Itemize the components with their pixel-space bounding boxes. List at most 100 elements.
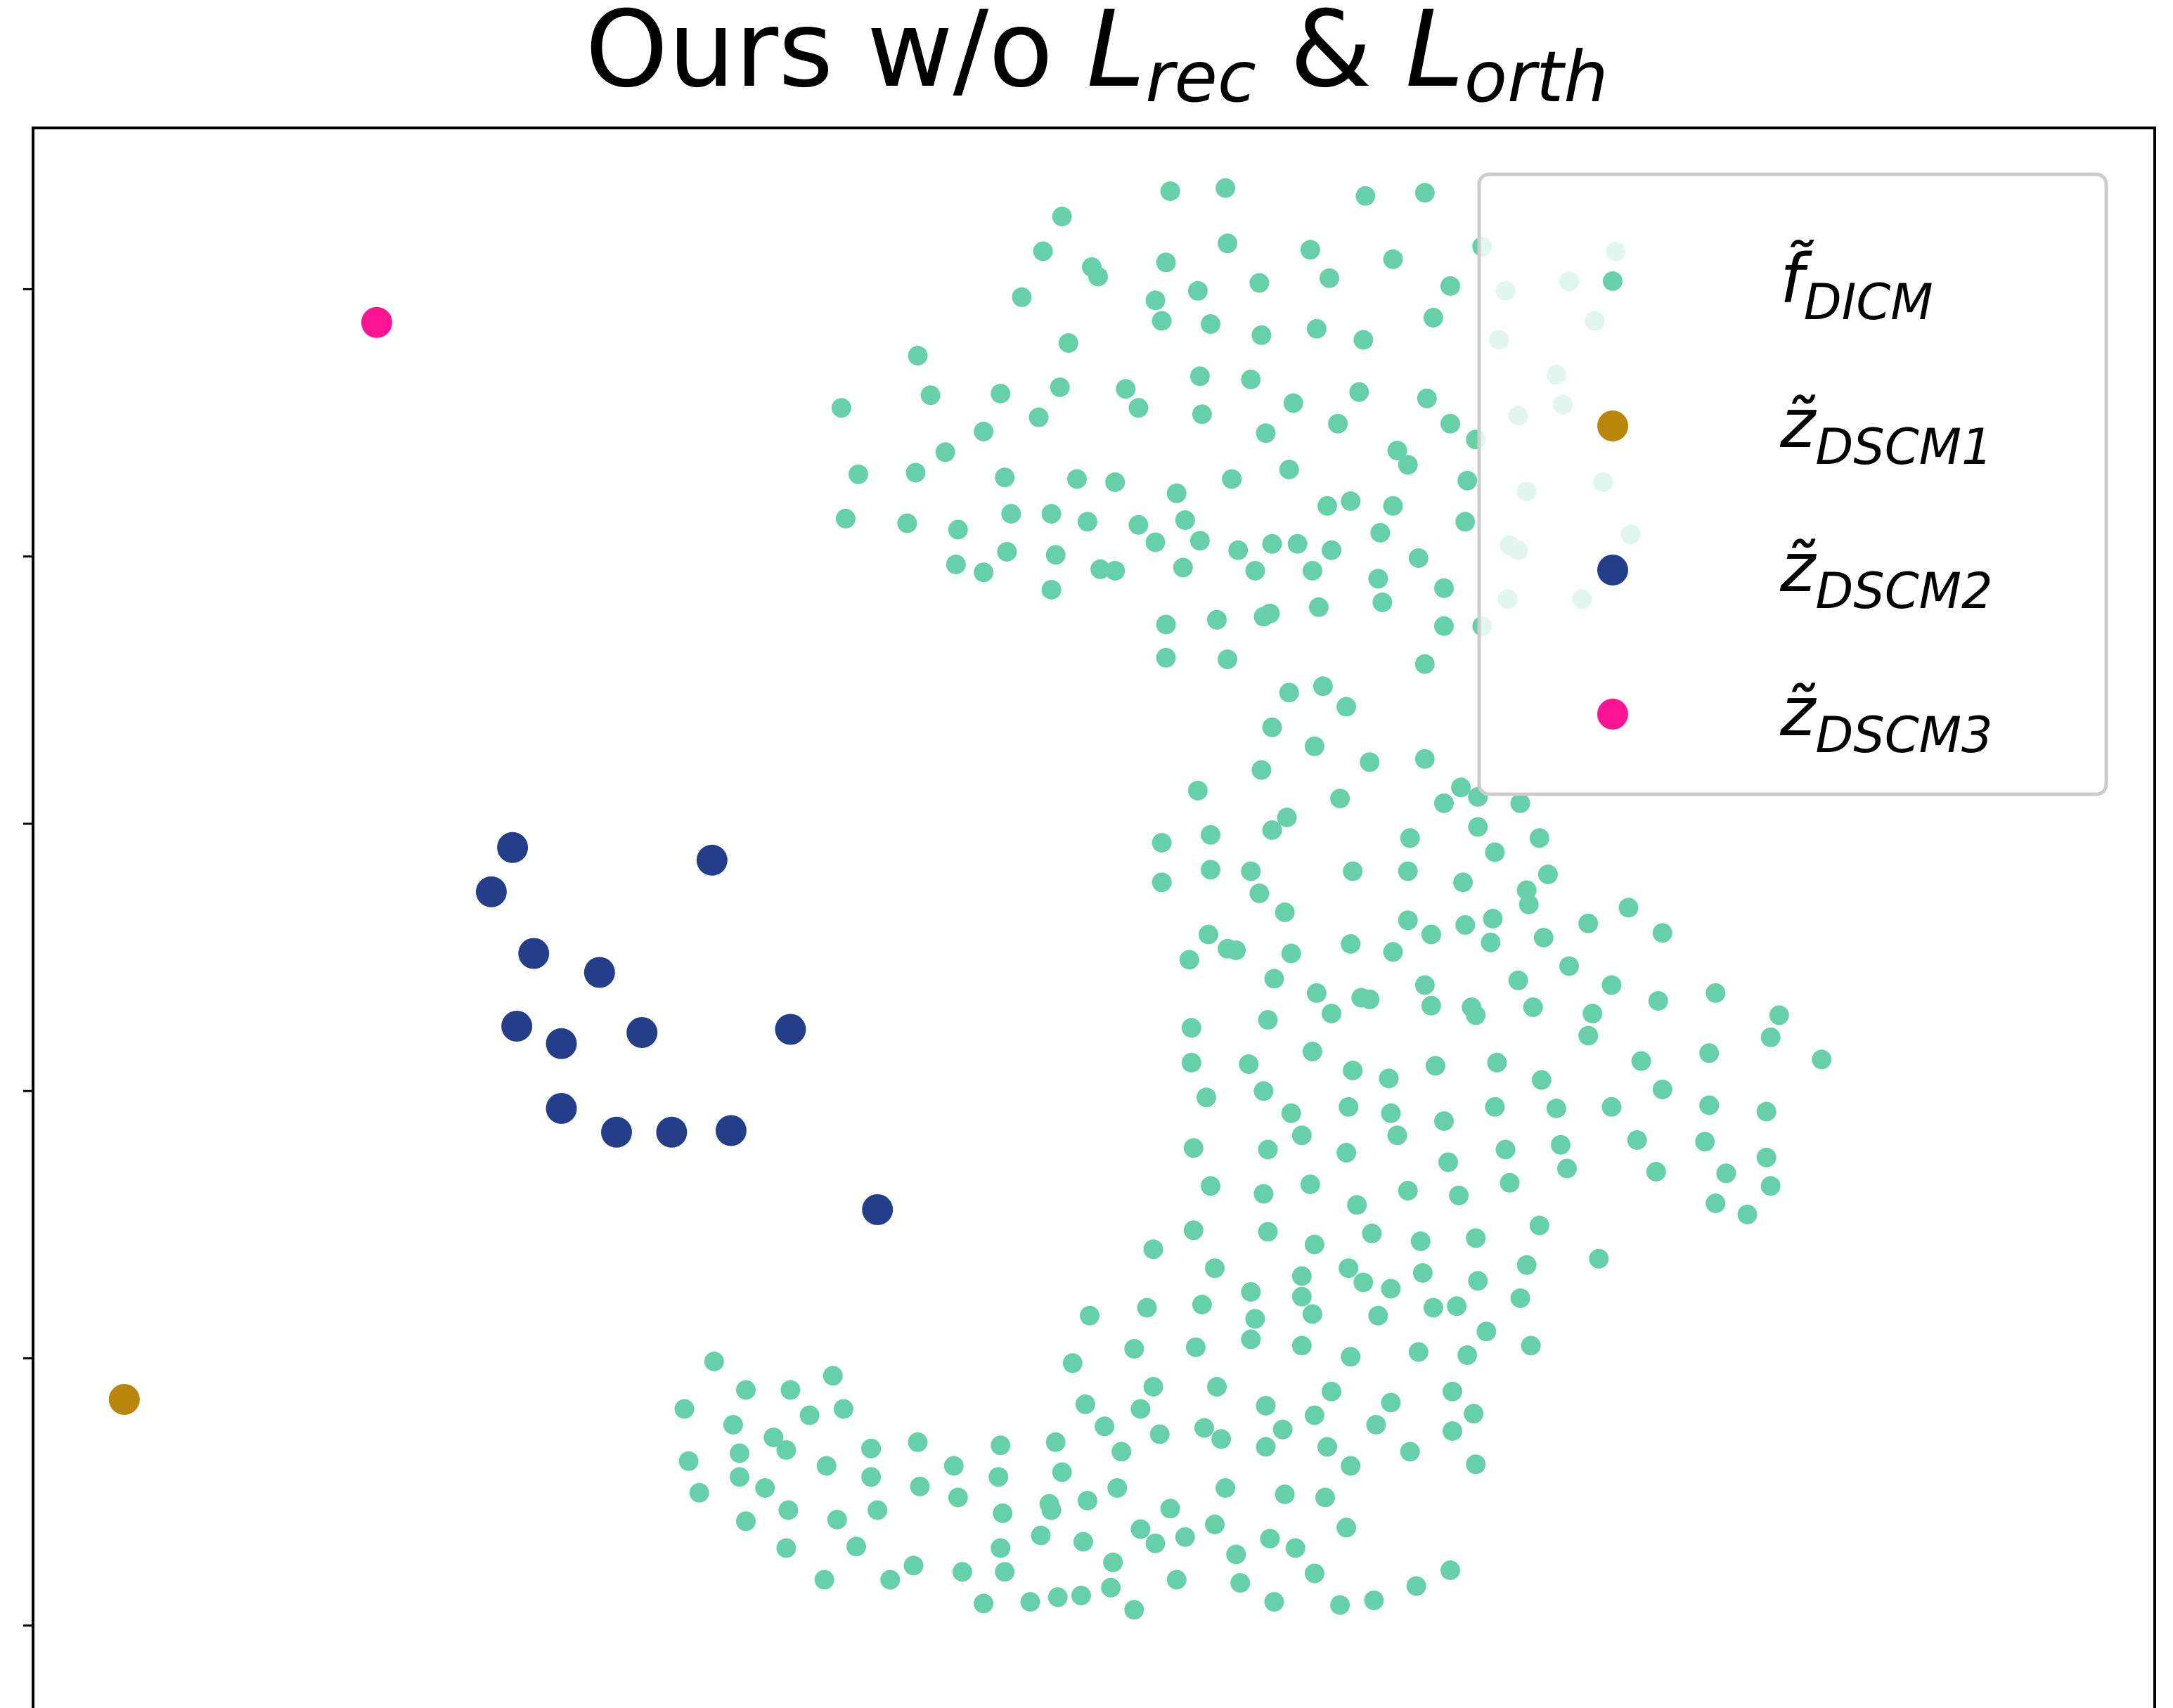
- point-dicm-251: [1447, 1296, 1467, 1316]
- legend-label-dscm2: z̃DSCM2: [1779, 529, 1993, 620]
- point-dicm-343: [1315, 1487, 1335, 1508]
- point-dicm-139: [1241, 861, 1261, 881]
- point-dicm-280: [823, 1366, 843, 1386]
- point-dicm-136: [1201, 824, 1220, 845]
- point-dicm-314: [778, 1500, 799, 1520]
- point-dscm2-9: [546, 1093, 577, 1124]
- point-dicm-157: [1421, 924, 1441, 945]
- point-dicm-219: [1760, 1176, 1781, 1196]
- point-dicm-285: [799, 1405, 820, 1425]
- point-dicm-141: [1275, 902, 1295, 922]
- point-dicm-266: [1341, 1347, 1361, 1367]
- point-dicm-176: [1421, 995, 1441, 1016]
- point-dicm-291: [1045, 1432, 1066, 1452]
- point-dicm-323: [776, 1538, 797, 1558]
- point-dicm-137: [1152, 872, 1172, 893]
- point-dicm-15: [1249, 273, 1270, 293]
- point-dicm-40: [1349, 382, 1369, 402]
- chart-title: Ours w/o Lrec & Lorth: [585, 0, 1608, 118]
- point-dicm-197: [1253, 1081, 1274, 1101]
- point-dicm-155: [1199, 924, 1218, 945]
- title-L1-base: L: [1087, 0, 1146, 111]
- point-dicm-331: [1031, 1525, 1051, 1546]
- point-dicm-273: [1256, 1396, 1276, 1416]
- point-dscm2-8: [775, 1014, 806, 1045]
- point-dicm-267: [1408, 1342, 1429, 1362]
- point-dicm-52: [1387, 441, 1407, 460]
- point-dicm-46: [974, 422, 994, 441]
- legend-marker-dscm1: [1597, 410, 1628, 441]
- point-dicm-315: [755, 1478, 775, 1498]
- point-dicm-175: [1360, 989, 1380, 1009]
- point-dicm-32: [908, 346, 928, 365]
- point-dicm-159: [1533, 928, 1554, 947]
- point-dicm-143: [1398, 861, 1418, 881]
- point-dicm-226: [1449, 1185, 1469, 1205]
- point-dicm-60: [1105, 472, 1126, 492]
- point-dicm-242: [1412, 1263, 1433, 1283]
- point-dicm-178: [1523, 997, 1543, 1017]
- point-dicm-239: [1589, 1248, 1609, 1269]
- point-dicm-292: [1095, 1416, 1115, 1437]
- point-dicm-308: [1052, 1462, 1072, 1482]
- point-dicm-3: [1355, 186, 1376, 206]
- point-dicm-128: [1468, 817, 1488, 837]
- point-dicm-110: [1414, 654, 1435, 674]
- point-dicm-41: [1417, 388, 1437, 408]
- point-dicm-233: [1258, 1222, 1278, 1242]
- point-dicm-301: [1443, 1421, 1462, 1441]
- point-dicm-324: [814, 1570, 834, 1590]
- point-dicm-115: [1279, 682, 1299, 703]
- point-dicm-351: [1041, 1500, 1062, 1520]
- point-dicm-0: [1052, 207, 1072, 226]
- point-dicm-211: [1336, 1143, 1357, 1163]
- point-dscm2-5: [501, 1011, 533, 1042]
- point-dicm-33: [920, 385, 941, 406]
- point-dicm-25: [1251, 325, 1272, 345]
- point-dicm-100: [1368, 569, 1388, 589]
- point-dicm-144: [1453, 872, 1474, 893]
- point-dicm-319: [816, 1456, 837, 1476]
- point-dicm-232: [1183, 1220, 1204, 1241]
- point-dicm-283: [723, 1415, 743, 1435]
- point-dicm-134: [1262, 820, 1282, 840]
- point-dicm-210: [1291, 1125, 1312, 1146]
- point-dicm-28: [1423, 308, 1443, 328]
- point-dicm-259: [1423, 1298, 1443, 1318]
- point-dicm-200: [1381, 1103, 1401, 1123]
- point-dicm-62: [1222, 469, 1242, 489]
- point-dicm-231: [1737, 1204, 1758, 1224]
- point-dicm-86: [1090, 559, 1111, 579]
- point-dicm-69: [897, 513, 917, 533]
- point-dicm-258: [1368, 1305, 1388, 1326]
- point-dicm-338: [1205, 1514, 1225, 1534]
- series-dscm2: [475, 832, 894, 1225]
- point-dicm-336: [1145, 1533, 1166, 1553]
- point-dicm-309: [988, 1467, 1009, 1487]
- point-dicm-357: [1166, 1570, 1187, 1590]
- point-dicm-201: [1434, 1111, 1454, 1131]
- point-dicm-275: [1381, 1392, 1401, 1413]
- point-dicm-358: [1230, 1573, 1251, 1593]
- legend-marker-dscm2: [1597, 555, 1628, 585]
- point-dicm-325: [846, 1536, 866, 1557]
- point-dicm-335: [1103, 1552, 1123, 1572]
- point-dicm-24: [1201, 314, 1220, 334]
- point-dicm-363: [1406, 1576, 1426, 1596]
- point-dicm-104: [1156, 614, 1176, 635]
- point-dicm-26: [1306, 318, 1327, 339]
- point-dicm-262: [1124, 1339, 1144, 1359]
- point-dicm-118: [1262, 717, 1282, 737]
- point-dicm-289: [943, 1456, 964, 1476]
- point-dicm-163: [1601, 975, 1622, 995]
- point-dscm2-11: [656, 1116, 688, 1148]
- point-dicm-85: [1045, 545, 1066, 565]
- point-dicm-260: [1476, 1321, 1497, 1342]
- point-dicm-191: [1578, 1026, 1599, 1046]
- point-dicm-255: [1192, 1295, 1212, 1314]
- point-dicm-202: [1485, 1096, 1505, 1117]
- point-dicm-215: [1551, 1134, 1571, 1155]
- point-dicm-293: [1149, 1424, 1170, 1444]
- point-dicm-63: [1279, 460, 1299, 479]
